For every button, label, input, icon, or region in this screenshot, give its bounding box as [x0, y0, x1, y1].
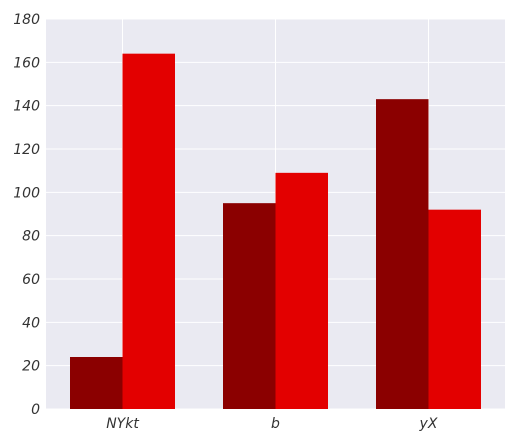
- x-axis-ticks: NYkt b yX: [106, 416, 438, 432]
- x-tick-label: yX: [419, 416, 438, 432]
- bar-b-series-2: [275, 172, 328, 409]
- y-tick-label: 60: [22, 272, 40, 288]
- y-tick-label: 120: [13, 142, 40, 158]
- y-tick-label: 160: [13, 55, 40, 71]
- y-tick-label: 40: [22, 315, 40, 331]
- y-tick-label: 0: [31, 402, 40, 418]
- x-tick-label: NYkt: [106, 416, 139, 432]
- y-tick-label: 80: [22, 229, 40, 245]
- x-tick-label: b: [271, 416, 280, 432]
- bar-b-series-1: [223, 203, 276, 409]
- y-tick-label: 100: [13, 185, 40, 201]
- bar-yX-series-2: [428, 209, 481, 409]
- y-tick-label: 20: [22, 359, 40, 375]
- bar-NYkt-series-2: [122, 53, 175, 410]
- y-tick-label: 140: [13, 99, 40, 115]
- bar-NYkt-series-1: [70, 357, 123, 409]
- bars: [70, 53, 481, 410]
- bar-yX-series-1: [376, 99, 429, 410]
- y-axis-ticks: 0 20 40 60 80 100 120 140 160 180: [13, 12, 40, 418]
- y-tick-label: 180: [13, 12, 40, 28]
